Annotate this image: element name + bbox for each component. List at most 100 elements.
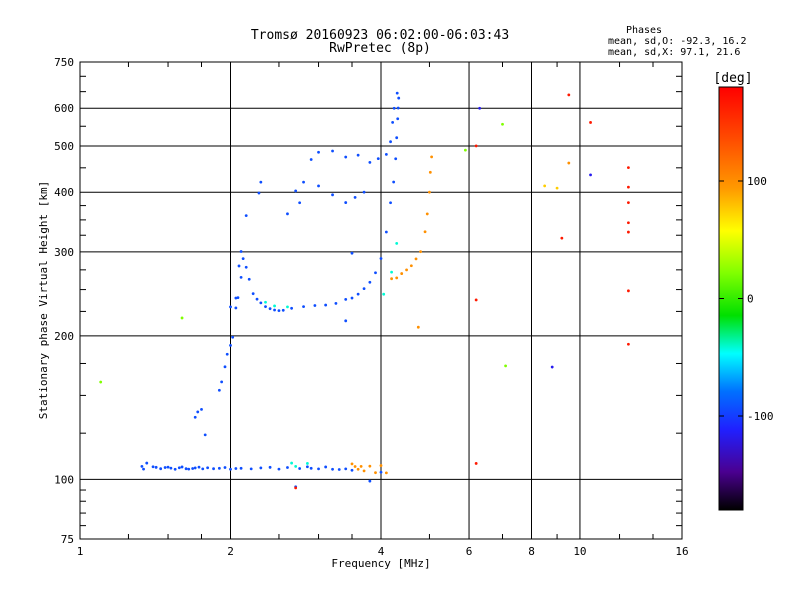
data-point [392, 106, 396, 110]
axis-ticks: 1 2 4 6 8 10 16 75 100 200 300 400 500 600 750 [54, 56, 689, 558]
x-tick-label: 16 [675, 545, 688, 558]
data-points [99, 91, 630, 490]
data-point [389, 140, 392, 144]
data-point [305, 462, 309, 465]
data-point [140, 464, 144, 468]
data-point [331, 193, 334, 197]
data-point [353, 195, 357, 199]
data-point [391, 121, 395, 124]
data-point [277, 309, 281, 313]
data-point [344, 201, 348, 204]
data-point [409, 264, 413, 268]
data-point [239, 250, 243, 253]
y-tick-label: 100 [54, 473, 74, 486]
data-point [627, 342, 630, 346]
phase-legend-title: Phases [626, 25, 662, 36]
data-point [286, 466, 289, 469]
phase-legend-o: mean, sd,O: -92.3, 16.2 [608, 36, 746, 47]
data-point [305, 465, 309, 469]
data-point [400, 272, 404, 275]
data-point [396, 106, 400, 110]
data-point [567, 93, 571, 97]
data-point [395, 91, 399, 95]
data-point [589, 173, 592, 177]
colorbar-label: [deg] [713, 71, 752, 86]
data-point [627, 185, 630, 189]
x-tick-label: 8 [528, 545, 535, 558]
data-point [379, 470, 383, 474]
data-point [286, 212, 289, 216]
y-tick-label: 500 [54, 140, 74, 153]
data-point [217, 388, 221, 392]
data-point [201, 467, 205, 471]
data-point [313, 304, 317, 307]
data-point [474, 144, 478, 148]
data-point [302, 180, 305, 184]
data-point [419, 250, 422, 254]
data-point [356, 153, 360, 157]
data-point [236, 296, 240, 300]
data-point [560, 236, 564, 240]
data-point [290, 306, 294, 310]
data-point [264, 300, 267, 304]
data-point [203, 433, 207, 437]
data-point [331, 149, 334, 153]
data-point [200, 408, 203, 411]
chart-subtitle: RwPretec (8p) [329, 41, 431, 56]
data-point [294, 189, 298, 193]
data-point [550, 365, 554, 369]
data-point [259, 301, 263, 305]
grid-lines [80, 62, 682, 539]
y-tick-label: 400 [54, 186, 74, 199]
data-point [344, 155, 348, 159]
data-point [392, 180, 396, 184]
data-point [389, 201, 392, 205]
data-point [324, 303, 328, 307]
data-point [337, 468, 341, 471]
data-point [324, 465, 328, 469]
data-point [309, 466, 313, 470]
data-point [395, 276, 399, 280]
data-point [627, 221, 630, 225]
data-point [163, 466, 167, 469]
data-point [241, 257, 245, 261]
data-point [334, 301, 338, 305]
phase-legend: Phases mean, sd,O: -92.3, 16.2 mean, sd,… [608, 25, 746, 58]
data-point [382, 292, 386, 296]
data-point [504, 364, 507, 368]
data-point [191, 467, 195, 470]
data-point [356, 467, 360, 471]
data-point [237, 264, 241, 268]
data-point [159, 467, 163, 471]
data-point [463, 148, 467, 152]
data-point [344, 467, 348, 471]
data-point [379, 464, 383, 467]
data-point [259, 466, 263, 470]
data-point [177, 466, 181, 470]
data-point [368, 479, 372, 483]
data-point [234, 306, 238, 310]
data-point [197, 465, 201, 469]
data-point [193, 415, 197, 419]
data-point [478, 106, 482, 110]
x-tick-label: 4 [378, 545, 385, 558]
data-point [397, 96, 401, 100]
y-axis-label: Stationary phase Virtual Height [km] [37, 181, 50, 419]
data-point [414, 257, 418, 261]
data-point [244, 214, 248, 218]
data-point [249, 467, 253, 471]
data-point [368, 280, 372, 284]
data-point [405, 268, 408, 272]
data-point [251, 292, 255, 296]
data-point [217, 466, 221, 470]
data-point [384, 230, 388, 234]
data-point [384, 152, 388, 156]
data-point [151, 465, 155, 469]
data-point [374, 471, 377, 475]
data-point [368, 160, 372, 164]
data-point [145, 461, 149, 465]
y-tick-label: 75 [61, 533, 74, 546]
y-tick-label: 600 [54, 102, 74, 115]
data-point [212, 467, 215, 471]
data-point [234, 296, 238, 300]
